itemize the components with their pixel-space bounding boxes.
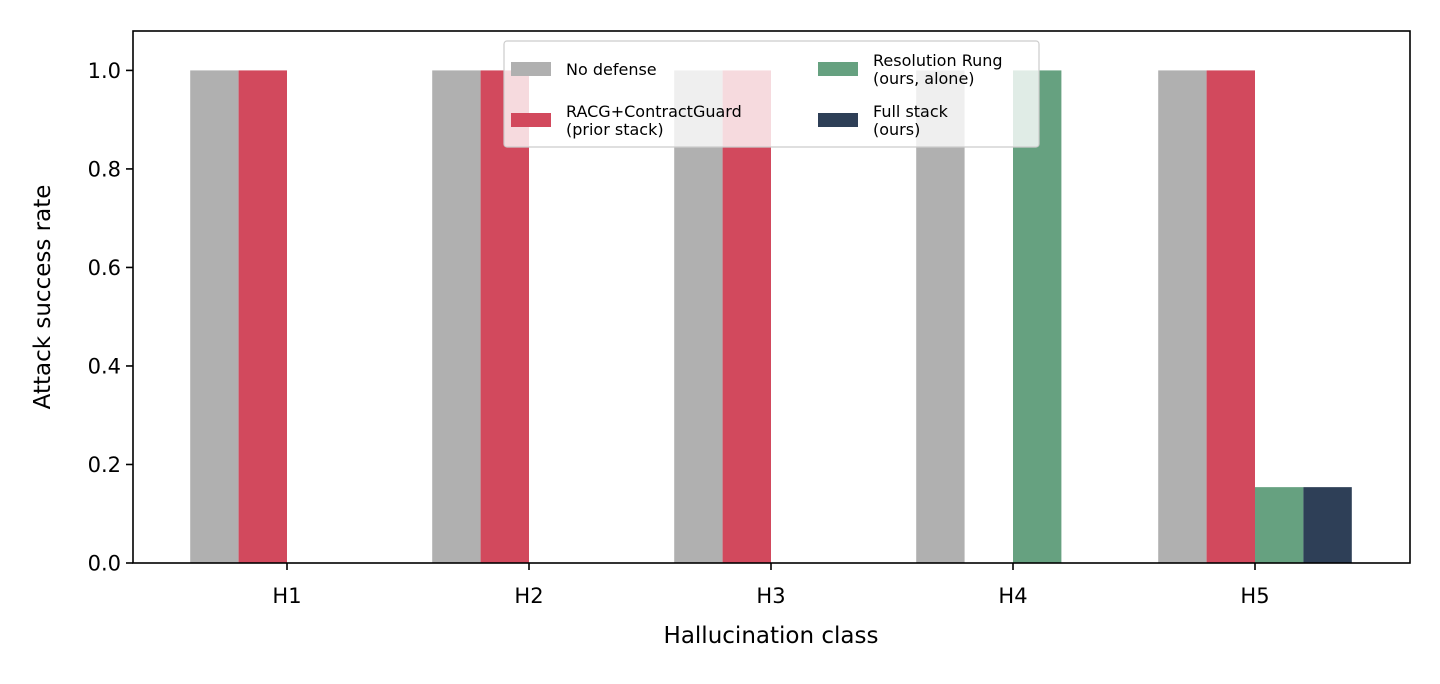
legend-swatch xyxy=(818,62,858,76)
y-tick-label: 0.2 xyxy=(88,453,121,477)
legend: No defense RACG+ContractGuard (prior stack… xyxy=(503,40,1040,148)
legend-swatch xyxy=(511,62,551,76)
x-tick-label: H4 xyxy=(998,584,1027,608)
bar-h5-series-2 xyxy=(1206,70,1255,563)
x-tick-label: H3 xyxy=(756,584,785,608)
y-tick-label: 0.8 xyxy=(88,157,121,181)
bar-h3-series-1 xyxy=(674,70,723,563)
bar-h5-series-3 xyxy=(1255,487,1304,563)
y-axis-label: Attack success rate xyxy=(30,185,56,410)
bar-h5-series-1 xyxy=(1158,70,1207,563)
legend-swatch xyxy=(818,113,858,127)
x-axis-label: Hallucination class xyxy=(664,623,879,649)
legend-label: No defense xyxy=(566,60,657,79)
legend-label: Full stack (ours) xyxy=(873,102,949,139)
y-tick-label: 0.4 xyxy=(88,354,121,378)
bar-h2-series-2 xyxy=(480,70,529,563)
bar-h5-series-4 xyxy=(1303,487,1352,563)
bar-h4-series-1 xyxy=(916,70,965,563)
legend-frame xyxy=(503,40,1040,148)
x-tick-label: H5 xyxy=(1240,584,1269,608)
bar-h3-series-2 xyxy=(722,70,771,563)
bar-h2-series-1 xyxy=(432,70,481,563)
bars-layer xyxy=(190,70,1352,563)
bar-h1-series-2 xyxy=(238,70,287,563)
x-tick-label: H2 xyxy=(514,584,543,608)
y-tick-label: 0.6 xyxy=(88,256,121,280)
legend-label: Resolution Rung (ours, alone) xyxy=(873,51,1003,88)
legend-swatch xyxy=(511,113,551,127)
y-tick-label: 1.0 xyxy=(88,59,121,83)
axes-layer: 0.0 0.2 0.4 0.6 0.8 1.0 H1 H2 H3 H4 H5 xyxy=(88,30,1411,608)
bar-h4-series-3 xyxy=(1013,70,1062,563)
x-tick-label: H1 xyxy=(272,584,301,608)
legend-label: RACG+ContractGuard (prior stack) xyxy=(566,102,742,139)
bar-h1-series-1 xyxy=(190,70,239,563)
y-tick-label: 0.0 xyxy=(88,552,121,576)
